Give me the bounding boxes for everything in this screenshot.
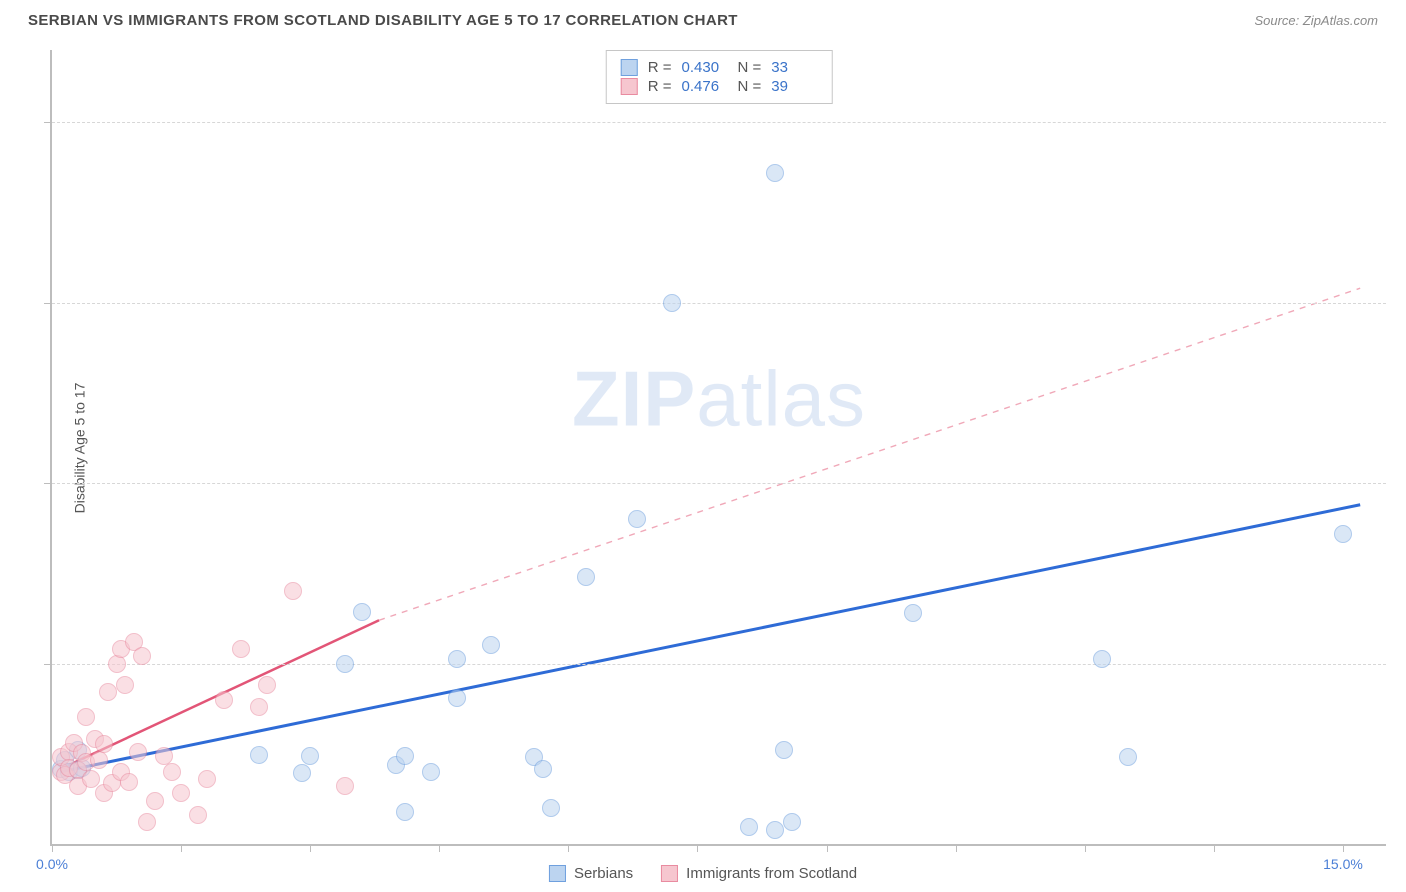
gridline [52, 122, 1386, 123]
x-tick [52, 844, 53, 852]
series-swatch [661, 865, 678, 882]
x-tick [1085, 844, 1086, 852]
data-point [172, 784, 190, 802]
trend-line [61, 505, 1361, 772]
data-point [775, 741, 793, 759]
y-tick [44, 483, 52, 484]
data-point [95, 735, 113, 753]
plot-region: ZIPatlas R =0.430N =33R =0.476N =39 12.5… [50, 50, 1386, 846]
data-point [336, 655, 354, 673]
x-tick [827, 844, 828, 852]
data-point [258, 676, 276, 694]
series-swatch [549, 865, 566, 882]
data-point [293, 764, 311, 782]
data-point [189, 806, 207, 824]
stats-row: R = 0.430 N = 33 [621, 59, 818, 76]
stat-r-value: 0.430 [682, 59, 728, 76]
stat-r-value: 0.476 [682, 78, 728, 95]
data-point [628, 510, 646, 528]
gridline [52, 483, 1386, 484]
data-point [904, 604, 922, 622]
data-point [146, 792, 164, 810]
legend-label: Immigrants from Scotland [686, 865, 857, 882]
data-point [82, 770, 100, 788]
gridline [52, 303, 1386, 304]
data-point [1334, 525, 1352, 543]
data-point [353, 603, 371, 621]
stat-label: R = [648, 78, 672, 95]
legend-bottom: Serbians Immigrants from Scotland [549, 865, 857, 882]
x-tick [697, 844, 698, 852]
x-tick-label: 15.0% [1323, 856, 1363, 872]
source-label: Source: ZipAtlas.com [1254, 13, 1378, 28]
data-point [116, 676, 134, 694]
x-tick [568, 844, 569, 852]
data-point [250, 698, 268, 716]
data-point [482, 636, 500, 654]
stat-n-value: 33 [771, 59, 817, 76]
x-tick [1214, 844, 1215, 852]
stats-row: R = 0.476 N = 39 [621, 78, 818, 95]
data-point [542, 799, 560, 817]
data-point [232, 640, 250, 658]
data-point [336, 777, 354, 795]
y-tick [44, 303, 52, 304]
chart-area: Disability Age 5 to 17 ZIPatlas R =0.430… [50, 50, 1386, 846]
data-point [396, 747, 414, 765]
gridline [52, 664, 1386, 665]
x-tick [439, 844, 440, 852]
series-swatch [621, 78, 638, 95]
y-tick [44, 664, 52, 665]
data-point [396, 803, 414, 821]
data-point [99, 683, 117, 701]
data-point [250, 746, 268, 764]
data-point [766, 821, 784, 839]
data-point [577, 568, 595, 586]
data-point [783, 813, 801, 831]
series-swatch [621, 59, 638, 76]
legend-item: Immigrants from Scotland [661, 865, 857, 882]
data-point [198, 770, 216, 788]
stat-label: R = [648, 59, 672, 76]
data-point [301, 747, 319, 765]
stats-legend: R = 0.430 N = 33 R = 0.476 N = 39 [606, 50, 833, 104]
data-point [133, 647, 151, 665]
data-point [1119, 748, 1137, 766]
y-tick [44, 122, 52, 123]
x-tick [1343, 844, 1344, 852]
x-tick-label: 0.0% [36, 856, 68, 872]
stat-label: N = [738, 59, 762, 76]
data-point [448, 650, 466, 668]
chart-title: SERBIAN VS IMMIGRANTS FROM SCOTLAND DISA… [28, 12, 738, 29]
data-point [120, 773, 138, 791]
stat-n-value: 39 [771, 78, 817, 95]
data-point [163, 763, 181, 781]
data-point [284, 582, 302, 600]
data-point [534, 760, 552, 778]
trend-line-dashed [379, 288, 1360, 620]
data-point [1093, 650, 1111, 668]
data-point [422, 763, 440, 781]
legend-label: Serbians [574, 865, 633, 882]
x-tick [310, 844, 311, 852]
data-point [90, 751, 108, 769]
legend-item: Serbians [549, 865, 633, 882]
trend-lines [52, 50, 1386, 844]
data-point [215, 691, 233, 709]
stat-label: N = [738, 78, 762, 95]
x-tick [956, 844, 957, 852]
data-point [448, 689, 466, 707]
data-point [129, 743, 147, 761]
data-point [740, 818, 758, 836]
data-point [77, 708, 95, 726]
data-point [138, 813, 156, 831]
x-tick [181, 844, 182, 852]
data-point [766, 164, 784, 182]
data-point [663, 294, 681, 312]
